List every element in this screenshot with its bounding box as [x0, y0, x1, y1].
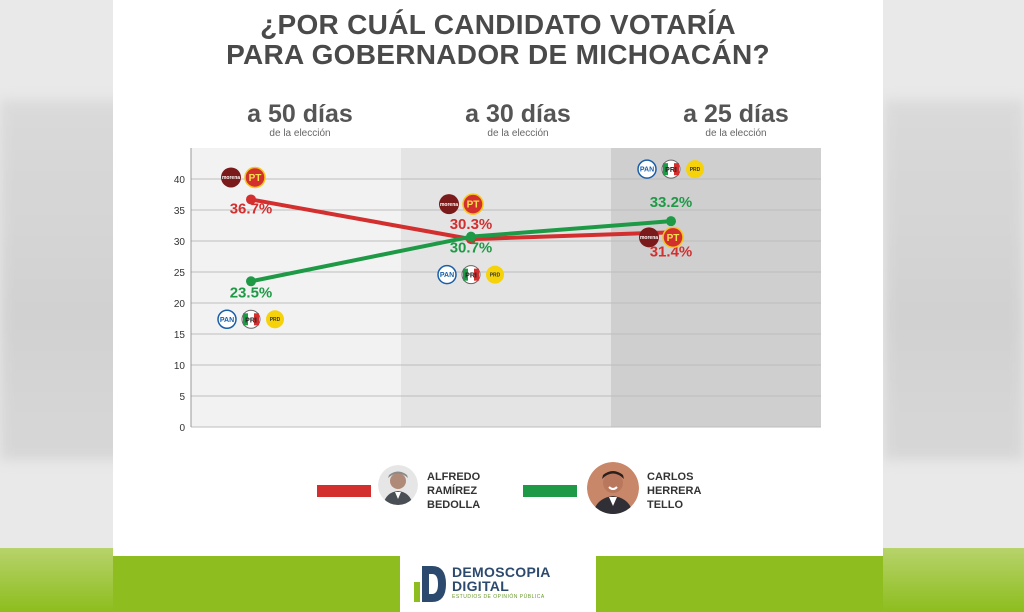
pt-logo-icon-text: PT	[249, 173, 262, 184]
period-sub: de la elección	[269, 128, 331, 139]
period-sub: de la elección	[487, 128, 549, 139]
footer-band: DEMOSCOPIA DIGITAL ESTUDIOS DE OPINIÓN P…	[113, 556, 883, 612]
pt-logo-icon-text: PT	[667, 233, 680, 244]
data-point	[466, 231, 476, 242]
data-point	[666, 216, 676, 227]
y-tick-label: 20	[174, 299, 186, 310]
pan-logo-icon	[637, 159, 657, 179]
pt-logo-icon	[662, 226, 684, 249]
period-header-1: a 50 días de la elección	[191, 100, 409, 139]
pri-logo-red	[474, 268, 479, 281]
period-label: a 30 días	[465, 100, 571, 128]
prd-logo-icon	[686, 160, 704, 179]
brand-logo: DEMOSCOPIA DIGITAL ESTUDIOS DE OPINIÓN P…	[400, 556, 596, 612]
pri-logo-text: PRI	[665, 167, 677, 174]
y-tick-label: 0	[179, 423, 185, 434]
y-tick-label: 35	[174, 206, 186, 217]
y-tick-label: 30	[174, 237, 186, 248]
pri-logo-text: PRI	[245, 317, 257, 324]
period-header-3: a 25 días de la elección	[627, 100, 845, 139]
data-label: 36.7%	[230, 200, 273, 217]
demoscopia-logo-mark	[414, 566, 446, 602]
legend-name-line: HERRERA	[647, 485, 702, 497]
title-line-1: ¿POR CUÁL CANDIDATO VOTARÍA	[260, 9, 736, 40]
data-label: 23.5%	[230, 284, 273, 301]
y-tick-label: 40	[174, 175, 186, 186]
pri-logo-green	[243, 313, 248, 326]
legend-name-ramirez: ALFREDO RAMÍREZ BEDOLLA	[427, 470, 480, 512]
legend-name-line: BEDOLLA	[427, 499, 481, 511]
background-blur-right	[884, 100, 1024, 460]
pan-logo-icon-text: PAN	[220, 317, 234, 324]
pri-logo-green	[663, 163, 668, 176]
pt-logo-icon	[244, 166, 266, 189]
brand-line-2: DIGITAL	[452, 578, 510, 594]
prd-logo-icon-text: PRD	[490, 272, 501, 278]
prd-logo-icon-text: PRD	[270, 317, 281, 323]
period-header-2: a 30 días de la elección	[409, 100, 627, 139]
line-chart: 0 5 10 15 20 25 30 35 40 36.7% morena PT 30.3% morena…	[174, 148, 821, 434]
legend-name-line: ALFREDO	[427, 471, 481, 483]
pan-logo-icon-text: PAN	[640, 167, 654, 174]
legend-name-line: CARLOS	[647, 471, 694, 483]
morena-logo-icon	[221, 167, 241, 188]
chart-panel-2	[401, 148, 611, 427]
chart-panel-3	[611, 148, 821, 427]
prd-logo-icon	[486, 265, 504, 284]
legend-line-red	[317, 485, 371, 497]
y-tick-label: 25	[174, 268, 186, 279]
pri-logo-text: PRI	[465, 273, 477, 280]
brand-line-1: DEMOSCOPIA	[452, 564, 551, 580]
chart-title: ¿POR CUÁL CANDIDATO VOTARÍA PARA GOBERNA…	[113, 10, 883, 70]
pan-logo-icon-text: PAN	[440, 272, 454, 279]
brand-tagline: ESTUDIOS DE OPINIÓN PÚBLICA	[452, 594, 545, 600]
morena-logo-icon-text: morena	[640, 235, 658, 241]
y-tick-label: 10	[174, 361, 186, 372]
legend-name-line: TELLO	[647, 499, 684, 511]
data-label: 31.4%	[650, 243, 693, 260]
pri-logo-red	[254, 313, 259, 326]
morena-logo-icon	[639, 227, 659, 248]
pt-logo-icon	[462, 193, 484, 215]
avatar-ramirez	[378, 465, 418, 505]
data-point	[246, 194, 256, 205]
period-label: a 50 días	[247, 100, 353, 128]
pri-logo-green	[463, 268, 468, 281]
title-line-2: PARA GOBERNADOR DE MICHOACÁN?	[226, 39, 770, 70]
prd-logo-icon-text: PRD	[690, 167, 701, 173]
data-point	[246, 276, 256, 287]
pri-logo-red	[674, 163, 679, 176]
y-tick-label: 5	[179, 392, 185, 403]
y-tick-label: 15	[174, 330, 186, 341]
legend-name-line: RAMÍREZ	[427, 485, 478, 497]
pan-logo-icon	[437, 264, 457, 285]
data-label: 30.3%	[450, 216, 493, 233]
morena-logo-icon-text: morena	[440, 202, 458, 208]
infographic-card: ¿POR CUÁL CANDIDATO VOTARÍA PARA GOBERNA…	[113, 0, 883, 612]
morena-logo-icon	[439, 194, 459, 215]
avatar-herrera	[587, 462, 639, 514]
legend-line-green	[523, 485, 577, 497]
prd-logo-icon	[266, 310, 284, 329]
pt-logo-icon-text: PT	[467, 200, 480, 211]
pan-logo-icon	[217, 309, 237, 330]
data-label: 30.7%	[450, 240, 493, 257]
legend-name-herrera: CARLOS HERRERA TELLO	[647, 470, 701, 512]
chart-panel-1	[191, 148, 401, 427]
morena-logo-icon-text: morena	[222, 175, 240, 181]
data-label: 33.2%	[650, 194, 693, 211]
period-sub: de la elección	[705, 128, 767, 139]
period-label: a 25 días	[683, 100, 789, 128]
